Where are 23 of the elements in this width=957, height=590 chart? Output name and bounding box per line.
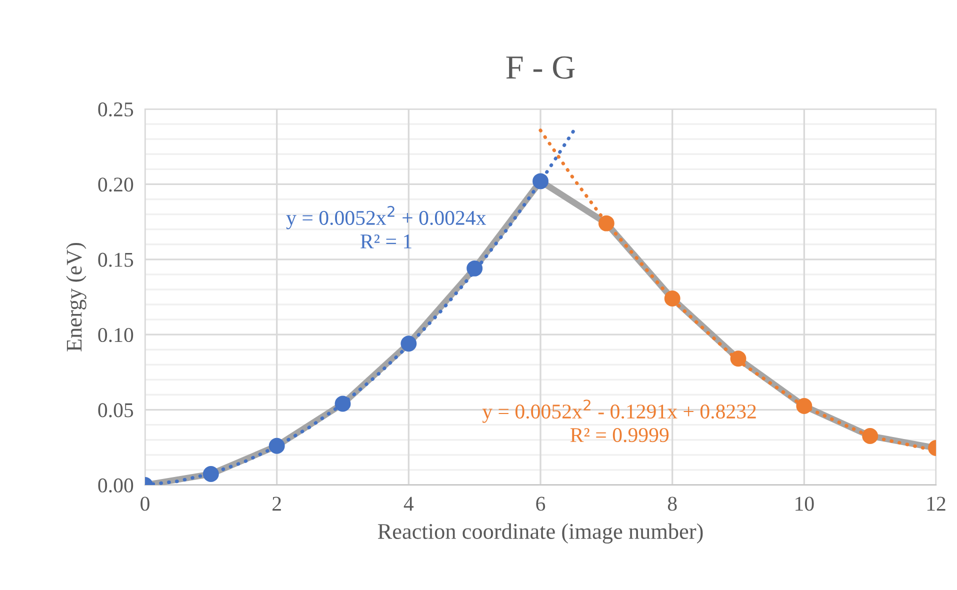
x-tick-label: 0	[140, 496, 150, 511]
y-tick-label: 0.15	[98, 252, 134, 267]
point	[862, 428, 878, 444]
y-tick-label: 0.20	[98, 178, 134, 192]
point	[334, 396, 351, 412]
y-tick-label: 0.00	[98, 478, 134, 493]
x-tick-label: 8	[668, 496, 677, 511]
point	[466, 260, 483, 276]
x-axis-title: Reaction coordinate (image number)	[378, 523, 703, 544]
y-tick-label: 0.25	[98, 102, 134, 117]
y-tick-label: 0.05	[98, 403, 134, 418]
y-tick-label: 0.10	[98, 328, 134, 342]
chart-title: F - G	[506, 56, 575, 79]
x-tick-label: 6	[536, 496, 546, 511]
x-tick-label: 2	[272, 496, 281, 511]
x-tick-label: 12	[927, 496, 946, 511]
annotation: y = 0.0052x$^{2}$ - 0.1291x + 0.8232 R² = 0.9999	[482, 400, 756, 442]
x-tick-label: 10	[796, 496, 814, 511]
y-axis-title: Energy (eV)	[66, 242, 86, 352]
x-tick-label: 4	[404, 496, 414, 511]
point	[202, 466, 219, 482]
point	[730, 350, 746, 367]
annotation: y = 0.0052x$^{2}$ + 0.0024x R² = 1	[286, 206, 486, 248]
